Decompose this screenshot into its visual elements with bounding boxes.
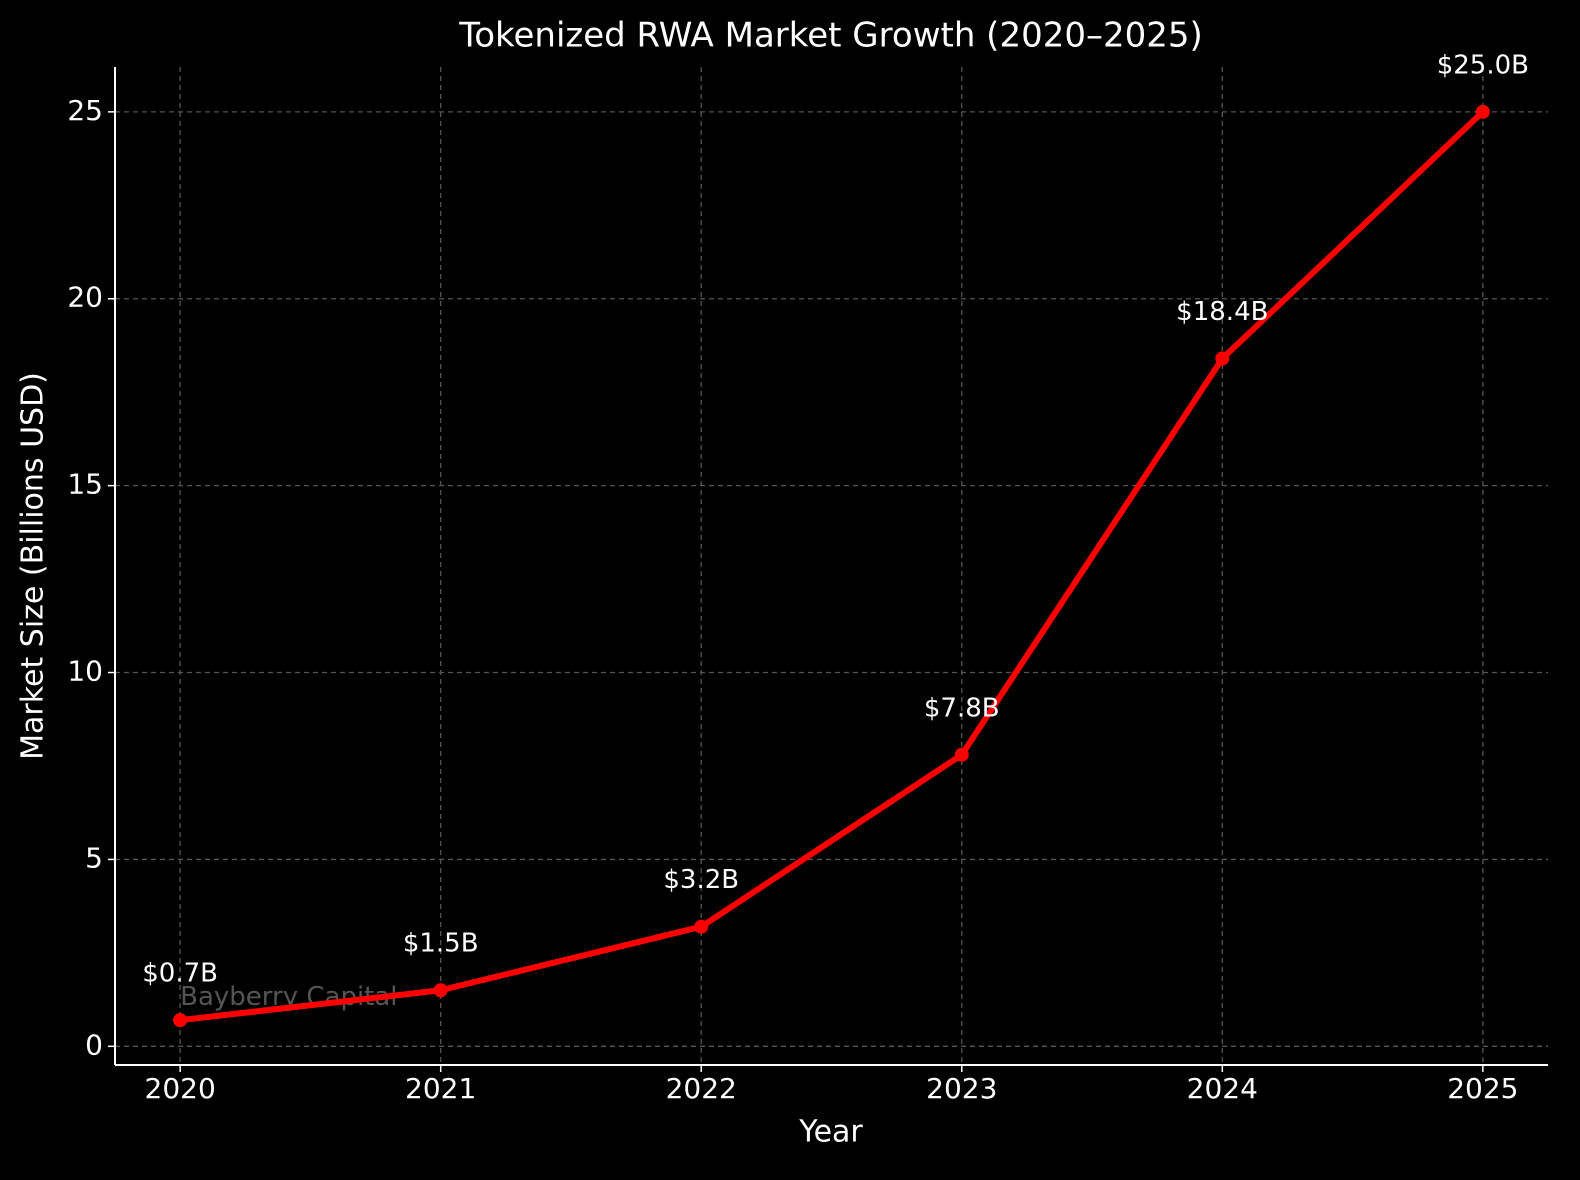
data-label: $18.4B (1176, 297, 1268, 327)
x-tick-label: 2025 (1447, 1072, 1518, 1105)
point (694, 919, 709, 934)
point (1475, 104, 1490, 119)
x-tick-label: 2020 (145, 1072, 216, 1105)
y-tick-label: 5 (85, 841, 103, 874)
y-axis-label: Market Size (Billions USD) (16, 372, 51, 760)
y-tick-label: 25 (67, 94, 103, 127)
x-tick-label: 2021 (405, 1072, 476, 1105)
data-label: $7.8B (924, 693, 1000, 723)
chart-title: Tokenized RWA Market Growth (2020–2025) (458, 16, 1203, 56)
y-tick-label: 15 (67, 468, 103, 501)
x-axis-label: Year (798, 1115, 863, 1150)
data-label: $25.0B (1437, 50, 1529, 80)
x-tick-label: 2023 (926, 1072, 997, 1105)
point (173, 1013, 188, 1028)
data-label: $0.7B (142, 959, 218, 989)
data-label: $1.5B (403, 929, 479, 959)
y-tick-label: 10 (67, 655, 103, 688)
x-tick-label: 2022 (666, 1072, 737, 1105)
data-label: $3.2B (663, 865, 739, 895)
y-tick-label: 20 (67, 281, 103, 314)
point (1215, 351, 1230, 366)
line (179, 109, 1485, 1024)
point (954, 747, 969, 762)
point (433, 983, 448, 998)
x-tick-label: 2024 (1187, 1072, 1258, 1105)
y-tick-label: 0 (85, 1028, 103, 1061)
